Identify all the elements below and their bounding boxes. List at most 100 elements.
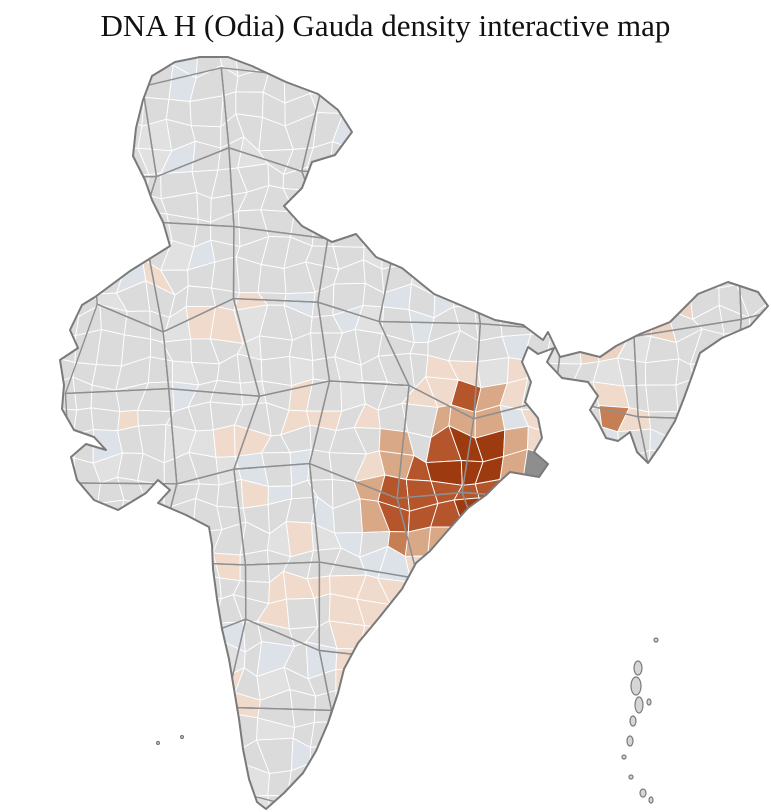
district-cell[interactable] — [507, 213, 532, 244]
district-cell[interactable] — [313, 796, 344, 812]
district-cell[interactable] — [196, 640, 224, 680]
district-cell[interactable] — [430, 568, 459, 599]
district-cell[interactable] — [66, 211, 101, 244]
district-cell[interactable] — [761, 124, 771, 144]
district-cell[interactable] — [570, 137, 604, 176]
district-cell[interactable] — [69, 113, 100, 141]
district-cell[interactable] — [693, 118, 720, 148]
district-cell[interactable] — [70, 619, 102, 651]
district-cell[interactable] — [212, 692, 237, 717]
district-cell[interactable] — [570, 696, 606, 724]
district-cell[interactable] — [41, 646, 78, 680]
district-cell[interactable] — [691, 712, 721, 752]
district-cell[interactable] — [378, 46, 415, 74]
district-cell[interactable] — [232, 795, 271, 812]
district-cell[interactable] — [482, 26, 509, 55]
district-cell[interactable] — [689, 774, 719, 800]
district-cell[interactable] — [90, 622, 124, 648]
district-cell[interactable] — [521, 625, 560, 655]
district-cell[interactable] — [700, 239, 725, 267]
district-cell[interactable] — [740, 400, 766, 432]
district-cell[interactable] — [119, 642, 144, 679]
district-cell[interactable] — [642, 570, 680, 603]
district-cell[interactable] — [521, 793, 555, 812]
district-cell[interactable] — [548, 237, 575, 264]
district-cell[interactable] — [116, 194, 147, 218]
district-cell[interactable] — [352, 51, 382, 74]
district-cell[interactable] — [523, 168, 550, 191]
district-cell[interactable] — [412, 237, 440, 264]
district-cell[interactable] — [117, 576, 142, 600]
district-cell[interactable] — [668, 52, 700, 73]
district-cell[interactable] — [43, 547, 76, 574]
district-cell[interactable] — [93, 673, 121, 697]
district-cell[interactable] — [113, 545, 143, 578]
district-cell[interactable] — [527, 94, 556, 128]
district-cell[interactable] — [594, 626, 631, 651]
district-cell[interactable] — [170, 766, 194, 800]
district-cell[interactable] — [525, 572, 553, 601]
district-cell[interactable] — [618, 113, 651, 152]
district-cell[interactable] — [675, 165, 704, 193]
district-cell[interactable] — [545, 793, 581, 812]
district-cell[interactable] — [164, 738, 194, 776]
district-cell[interactable] — [647, 449, 678, 487]
district-cell[interactable] — [550, 523, 584, 554]
district-cell[interactable] — [496, 653, 529, 676]
district-cell[interactable] — [382, 137, 410, 169]
district-cell[interactable] — [431, 785, 460, 812]
andaman-nicobar-islands[interactable] — [155, 637, 659, 804]
district-cell[interactable] — [569, 620, 607, 649]
district-cell[interactable] — [547, 454, 575, 484]
district-cell[interactable] — [113, 740, 152, 766]
andaman-island[interactable] — [634, 696, 644, 714]
district-cell[interactable] — [738, 165, 771, 195]
district-cell[interactable] — [212, 713, 243, 751]
district-cell[interactable] — [595, 507, 622, 536]
district-cell[interactable] — [616, 266, 648, 286]
district-cell[interactable] — [482, 102, 504, 126]
district-cell[interactable] — [163, 671, 200, 701]
district-cell[interactable] — [765, 380, 771, 407]
district-cell[interactable] — [69, 88, 100, 120]
district-cell[interactable] — [746, 596, 771, 629]
district-cell[interactable] — [257, 264, 287, 295]
district-cell[interactable] — [67, 712, 101, 744]
district-cell[interactable] — [525, 261, 557, 292]
district-cell[interactable] — [114, 787, 142, 812]
district-cell[interactable] — [736, 792, 771, 812]
lakshadweep-island[interactable] — [155, 740, 161, 746]
district-cell[interactable] — [717, 748, 750, 776]
district-cell[interactable] — [95, 329, 125, 367]
district-cell[interactable] — [449, 259, 488, 288]
district-cell[interactable] — [737, 236, 768, 270]
district-cell[interactable] — [436, 666, 460, 702]
district-cell[interactable] — [42, 65, 71, 101]
district-cell[interactable] — [674, 647, 703, 670]
district-cell[interactable] — [473, 648, 511, 676]
district-cell[interactable] — [742, 571, 771, 603]
district-cell[interactable] — [666, 601, 699, 626]
andaman-island[interactable] — [633, 660, 643, 676]
district-cell[interactable] — [329, 163, 366, 198]
district-cell[interactable] — [140, 598, 174, 624]
district-cell[interactable] — [570, 117, 600, 139]
district-cell[interactable] — [571, 739, 607, 776]
district-cell[interactable] — [410, 668, 440, 696]
district-cell[interactable] — [520, 523, 553, 550]
district-cell[interactable] — [115, 672, 151, 698]
district-cell[interactable] — [533, 502, 552, 527]
district-cell[interactable] — [715, 691, 740, 725]
district-cell[interactable] — [548, 569, 580, 601]
district-cell[interactable] — [689, 546, 725, 573]
district-cell[interactable] — [544, 482, 584, 510]
district-cell[interactable] — [500, 572, 527, 598]
district-cell[interactable] — [42, 44, 71, 68]
district-cell[interactable] — [674, 571, 699, 608]
district-cell[interactable] — [169, 594, 191, 624]
district-cell[interactable] — [376, 688, 412, 728]
district-cell[interactable] — [666, 744, 695, 776]
district-cell[interactable] — [475, 160, 505, 197]
district-cell[interactable] — [599, 795, 625, 812]
district-cell[interactable] — [88, 595, 124, 627]
